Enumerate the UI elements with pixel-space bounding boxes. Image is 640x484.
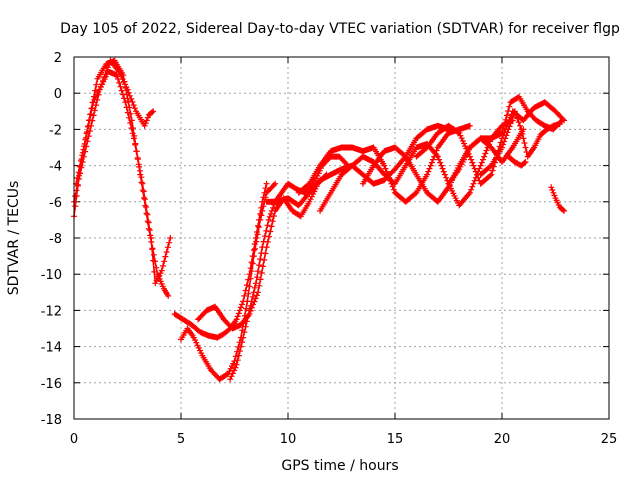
y-tick-label: -18 xyxy=(41,413,62,428)
chart-title: Day 105 of 2022, Sidereal Day-to-day VTE… xyxy=(60,21,620,37)
y-tick-label: -16 xyxy=(41,377,62,392)
series-markers xyxy=(548,184,568,214)
series-track-15 xyxy=(505,153,529,169)
series-markers xyxy=(71,57,172,299)
y-tick-label: 0 xyxy=(54,87,62,102)
series-markers xyxy=(263,122,452,209)
series-track-2 xyxy=(71,68,174,287)
x-axis-label: GPS time / hours xyxy=(281,458,398,474)
x-tick-label: 5 xyxy=(177,432,185,447)
series-markers xyxy=(178,180,279,383)
y-tick-label: -8 xyxy=(49,232,62,247)
x-tick-label: 15 xyxy=(387,432,404,447)
x-tick-label: 25 xyxy=(601,432,618,447)
y-tick-label: -4 xyxy=(49,160,62,175)
series-markers xyxy=(73,57,157,187)
series-track-9 xyxy=(295,122,473,205)
series-track-14 xyxy=(477,108,563,178)
series-track-16 xyxy=(548,184,568,214)
series-track-4 xyxy=(171,180,270,341)
series-track-1 xyxy=(71,57,172,299)
series-markers xyxy=(71,68,174,287)
y-tick-label: -6 xyxy=(49,196,62,211)
series-markers xyxy=(505,153,529,169)
series-track-8 xyxy=(263,122,452,209)
y-tick-label: 2 xyxy=(54,51,62,66)
series-track-3 xyxy=(73,57,157,187)
data-series xyxy=(71,57,568,383)
series-markers xyxy=(171,180,270,341)
y-axis-label: SDTVAR / TECUs xyxy=(6,181,22,296)
series-markers xyxy=(477,108,563,178)
x-tick-label: 20 xyxy=(494,432,511,447)
y-tick-label: -14 xyxy=(41,341,62,356)
series-line xyxy=(265,125,450,207)
plot-frame xyxy=(73,56,610,420)
y-tick-label: -2 xyxy=(49,123,62,138)
x-tick-label: 10 xyxy=(280,432,297,447)
series-track-12 xyxy=(413,99,568,187)
series-markers xyxy=(295,122,473,205)
series-track-5 xyxy=(178,180,279,383)
x-tick-label: 0 xyxy=(70,432,78,447)
y-tick-label: -12 xyxy=(41,304,62,319)
y-tick-label: -10 xyxy=(41,268,62,283)
series-track-13 xyxy=(445,93,565,187)
series-line xyxy=(73,70,172,285)
